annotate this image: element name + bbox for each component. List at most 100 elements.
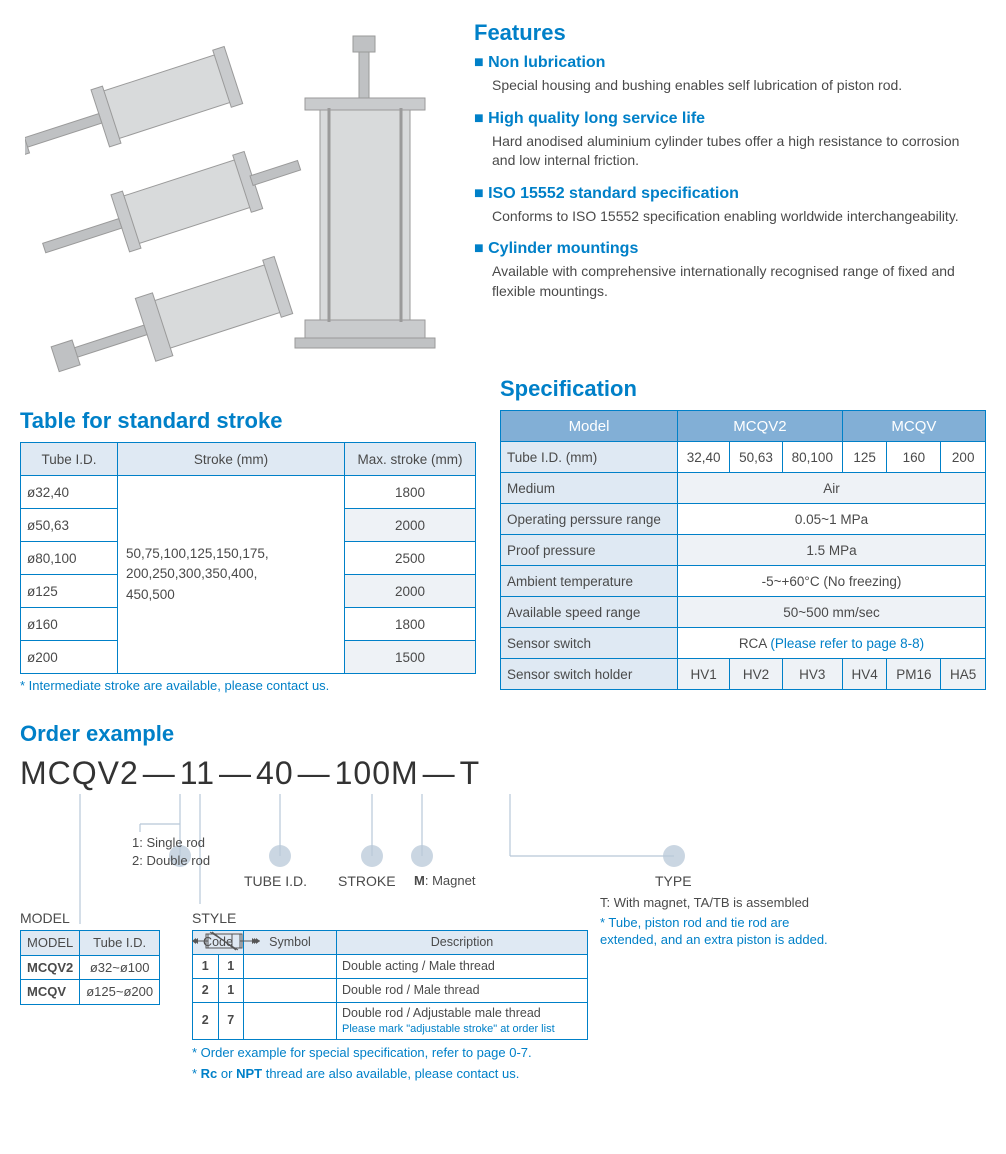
row-label: Sensor switch [501,628,678,659]
cell: 1 [218,978,244,1002]
row-label: Tube I.D. (mm) [501,442,678,473]
cell: 2000 [345,575,476,608]
col-hdr: Max. stroke (mm) [345,443,476,476]
text: Double rod / Adjustable male thread [342,1006,541,1020]
feature-item: Cylinder mountings Available with compre… [474,240,986,301]
spec-table: Model MCQV2 MCQV Tube I.D. (mm) 32,40 50… [500,410,986,690]
order-footnote: * Rc or NPT thread are also available, p… [192,1065,588,1083]
cell: MCQV2 [21,955,80,980]
text: Rc [201,1066,218,1081]
feature-title: Cylinder mountings [474,240,986,258]
cell: 125 [842,442,887,473]
feature-title: ISO 15552 standard specification [474,185,986,203]
style-table: Code Symbol Description 1 1 Double actin… [192,930,588,1040]
symbol-icon [244,978,337,1002]
features-heading: Features [474,20,986,46]
cell: PM16 [887,659,941,690]
cell: 80,100 [782,442,842,473]
cell: 1.5 MPa [678,535,986,566]
cell: 2 [193,978,219,1002]
text: thread are also available, please contac… [262,1066,519,1081]
feature-desc: Conforms to ISO 15552 specification enab… [492,207,986,227]
cell: HA5 [941,659,986,690]
col-hdr: Tube I.D. [21,443,118,476]
feature-title: High quality long service life [474,110,986,128]
cell: 160 [887,442,941,473]
cell: Double rod / Adjustable male thread Plea… [337,1002,588,1039]
cell: 200 [941,442,986,473]
cell: 0.05~1 MPa [678,504,986,535]
row-label: Available speed range [501,597,678,628]
stroke-heading: Table for standard stroke [20,408,476,434]
cell: HV2 [730,659,782,690]
cell: 1 [218,954,244,978]
style-note: Please mark "adjustable stroke" at order… [342,1023,555,1035]
cell: 7 [218,1002,244,1039]
cell: 1800 [345,476,476,509]
col-hdr: Tube I.D. [80,931,160,956]
cell: ø32~ø100 [80,955,160,980]
callout-label: M [414,873,425,888]
feature-item: Non lubrication Special housing and bush… [474,54,986,96]
col-hdr: MCQV2 [678,411,843,442]
cell: ø125~ø200 [80,980,160,1005]
spec-heading: Specification [500,376,986,402]
code-seg: 11 [180,755,215,791]
cell: 1800 [345,608,476,641]
product-photo [20,20,450,400]
row-label: Medium [501,473,678,504]
order-footnote: * Order example for special specificatio… [192,1044,588,1062]
cell: ø160 [21,608,118,641]
page-ref-link[interactable]: (Please refer to page 8-8) [770,636,924,651]
callout-label: STROKE [338,872,396,891]
feature-item: High quality long service life Hard anod… [474,110,986,171]
stroke-footnote: * Intermediate stroke are available, ple… [20,678,476,693]
cell: ø125 [21,575,118,608]
symbol-icon [244,954,337,978]
order-callout-diagram: 1: Single rod 2: Double rod TUBE I.D. ST… [20,794,986,1134]
code-seg: T [460,755,481,791]
cell: 2 [193,1002,219,1039]
callout-label: TYPE [655,872,692,891]
cell: 50~500 mm/sec [678,597,986,628]
row-label: Proof pressure [501,535,678,566]
cell: 32,40 [678,442,730,473]
cell: Double rod / Male thread [337,978,588,1002]
text: * [192,1066,201,1081]
col-hdr: Stroke (mm) [118,443,345,476]
col-hdr: MCQV [842,411,985,442]
cell: ø50,63 [21,509,118,542]
cell: HV1 [678,659,730,690]
cell: 50,75,100,125,150,175, 200,250,300,350,4… [118,476,345,674]
order-heading: Order example [20,721,986,747]
cell: 50,63 [730,442,782,473]
cell: Air [678,473,986,504]
feature-desc: Special housing and bushing enables self… [492,76,986,96]
model-table: MODELTube I.D. MCQV2ø32~ø100 MCQVø125~ø2… [20,930,160,1005]
cell: HV4 [842,659,887,690]
code-seg: MCQV2 [20,755,139,791]
cell: ø80,100 [21,542,118,575]
col-hdr: MODEL [21,931,80,956]
cell: MCQV [21,980,80,1005]
section-label: MODEL [20,909,70,928]
row-label: Sensor switch holder [501,659,678,690]
stroke-table: Tube I.D. Stroke (mm) Max. stroke (mm) ø… [20,442,476,674]
cell: 1500 [345,641,476,674]
rod-option: 2: Double rod [132,852,210,870]
callout-label: : Magnet [425,873,476,888]
rod-option: 1: Single rod [132,834,210,852]
code-seg: 100M [335,755,419,791]
col-hdr: Model [501,411,678,442]
cell: RCA (Please refer to page 8-8) [678,628,986,659]
row-label: Operating perssure range [501,504,678,535]
symbol-icon [244,1002,337,1039]
cell: Double acting / Male thread [337,954,588,978]
code-seg: 40 [256,755,294,791]
feature-desc: Hard anodised aluminium cylinder tubes o… [492,132,986,171]
cell: HV3 [782,659,842,690]
feature-title: Non lubrication [474,54,986,72]
cell: ø200 [21,641,118,674]
feature-desc: Available with comprehensive internation… [492,262,986,301]
cell: 2500 [345,542,476,575]
